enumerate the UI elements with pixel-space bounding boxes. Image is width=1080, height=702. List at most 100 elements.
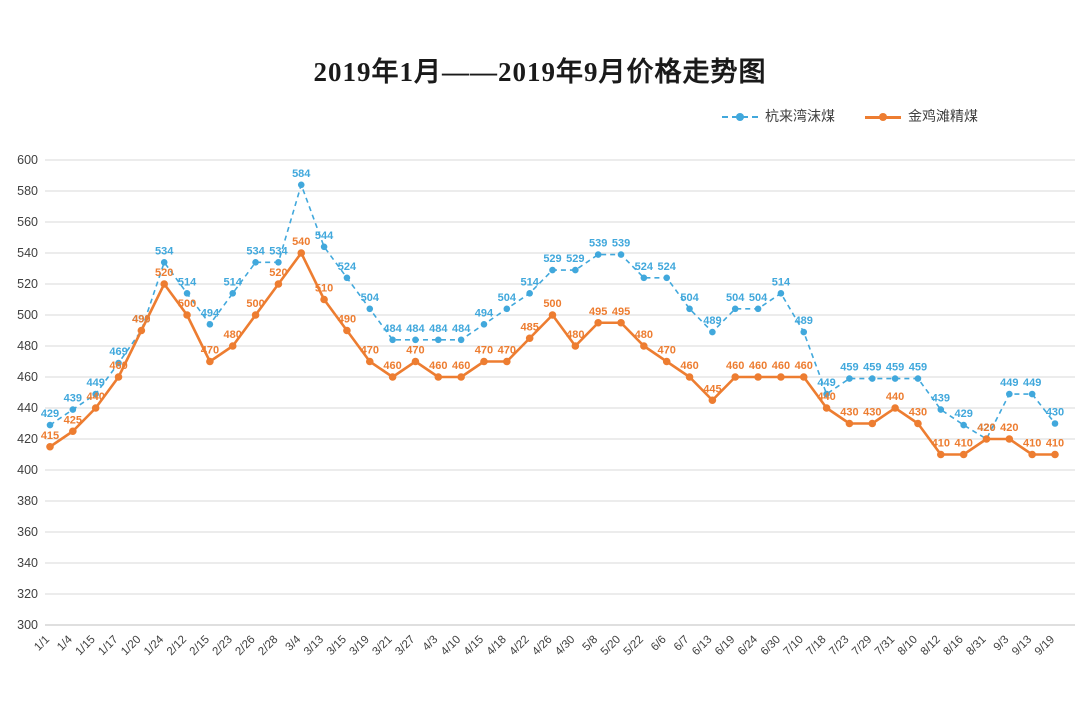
data-point-label: 514 — [178, 276, 197, 288]
data-point-label: 415 — [41, 430, 59, 442]
data-point-marker — [799, 373, 808, 381]
x-axis-tick-label: 7/23 — [827, 634, 851, 658]
data-point-label: 430 — [1046, 407, 1064, 419]
data-point-marker — [525, 334, 534, 343]
x-axis-tick-label: 2/15 — [188, 634, 212, 658]
x-axis-tick-label: 2/12 — [165, 634, 189, 658]
legend-item-jinjitan[interactable]: 金鸡滩精煤 — [865, 106, 978, 126]
data-point-label: 484 — [452, 323, 471, 335]
data-point-marker — [434, 373, 443, 381]
x-axis-tick-label: 3/13 — [302, 634, 326, 658]
data-point-marker — [548, 311, 557, 319]
data-point-marker — [868, 419, 877, 428]
data-point-marker — [777, 290, 785, 297]
data-point-marker — [709, 328, 716, 336]
data-point-label: 460 — [109, 360, 127, 372]
data-point-label: 430 — [840, 407, 858, 419]
x-axis-tick-label: 4/18 — [485, 634, 509, 658]
data-point-label: 470 — [475, 345, 493, 357]
y-axis-tick-label: 600 — [17, 153, 38, 167]
y-axis-tick-label: 360 — [17, 525, 38, 539]
x-axis-tick-label: 8/16 — [941, 634, 965, 658]
data-point-marker — [936, 450, 945, 459]
data-point-label: 430 — [909, 407, 927, 419]
x-axis-tick-label: 7/31 — [873, 634, 897, 658]
data-point-marker — [297, 249, 306, 257]
data-point-marker — [275, 259, 282, 266]
data-point-label: 470 — [658, 345, 676, 357]
data-point-marker — [320, 295, 328, 304]
data-point-label: 524 — [338, 261, 357, 273]
data-point-label: 460 — [429, 360, 447, 372]
y-axis-tick-label: 400 — [17, 463, 38, 477]
data-point-label: 459 — [840, 362, 858, 374]
y-axis-tick-label: 580 — [17, 184, 38, 198]
data-point-marker — [343, 326, 351, 335]
data-point-label: 460 — [795, 360, 813, 372]
data-point-label: 540 — [292, 236, 310, 248]
data-point-label: 410 — [954, 438, 972, 450]
data-point-label: 425 — [64, 414, 82, 426]
x-axis-tick-label: 1/1 — [32, 634, 52, 654]
data-point-marker — [365, 357, 374, 366]
y-axis-tick-label: 340 — [17, 556, 38, 570]
data-point-label: 420 — [1000, 422, 1018, 434]
y-axis-tick-label: 440 — [17, 401, 38, 415]
data-point-label: 460 — [749, 360, 767, 372]
data-point-label: 514 — [772, 276, 791, 288]
data-point-marker — [1051, 450, 1059, 459]
data-point-marker — [891, 375, 899, 382]
data-point-label: 459 — [909, 362, 927, 374]
data-point-marker — [92, 390, 99, 398]
data-point-marker — [982, 435, 991, 443]
data-point-marker — [46, 421, 54, 429]
data-point-label: 539 — [612, 238, 630, 250]
data-point-marker — [823, 390, 830, 398]
x-axis-tick-label: 3/15 — [325, 634, 349, 658]
data-point-label: 584 — [292, 168, 311, 180]
data-point-label: 489 — [795, 315, 813, 327]
data-point-marker — [526, 290, 533, 297]
data-point-label: 420 — [977, 422, 995, 434]
x-axis-tick-label: 5/8 — [581, 634, 601, 654]
data-point-marker — [731, 305, 739, 313]
data-point-marker — [754, 305, 762, 313]
data-point-marker — [1028, 390, 1036, 398]
data-point-label: 520 — [269, 267, 287, 279]
x-axis-tick-label: 7/18 — [804, 634, 828, 658]
data-point-label: 470 — [361, 345, 379, 357]
data-point-label: 449 — [817, 377, 835, 389]
data-point-marker — [754, 373, 762, 381]
data-point-label: 449 — [1023, 377, 1041, 389]
data-point-marker — [640, 274, 648, 282]
data-point-marker — [115, 359, 122, 367]
x-axis-tick-label: 4/30 — [553, 634, 577, 658]
data-point-label: 410 — [932, 438, 950, 450]
data-point-label: 484 — [429, 323, 448, 335]
data-point-label: 470 — [201, 345, 219, 357]
x-axis-tick-label: 2/23 — [211, 634, 235, 658]
data-point-label: 500 — [246, 298, 264, 310]
x-axis-tick-label: 2/26 — [233, 634, 257, 658]
data-point-marker — [914, 419, 922, 428]
data-point-label: 524 — [635, 261, 654, 273]
data-point-label: 514 — [224, 276, 243, 288]
data-point-marker — [594, 251, 602, 258]
data-point-label: 534 — [155, 245, 174, 257]
data-point-marker — [69, 406, 77, 413]
x-axis-tick-label: 6/6 — [649, 634, 669, 654]
data-point-label: 494 — [201, 307, 220, 319]
y-axis-tick-label: 380 — [17, 494, 38, 508]
legend-item-hanglaiwan[interactable]: 杭来湾沫煤 — [722, 106, 835, 126]
data-point-label: 524 — [658, 261, 677, 273]
data-point-label: 539 — [589, 238, 607, 250]
data-point-label: 495 — [612, 306, 630, 318]
data-point-marker — [389, 336, 396, 344]
x-axis-tick-label: 7/10 — [782, 634, 806, 658]
data-point-marker — [777, 373, 785, 381]
data-point-marker — [251, 311, 260, 319]
data-point-label: 439 — [64, 393, 82, 405]
data-point-marker — [411, 357, 420, 366]
data-point-marker — [457, 373, 465, 381]
